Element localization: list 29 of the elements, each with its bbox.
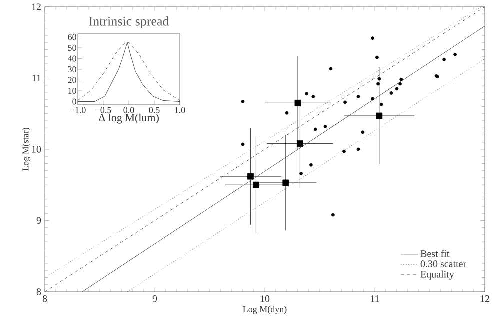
- x-tick-label: 0.0: [124, 107, 134, 114]
- y-tick-label: 40: [68, 56, 76, 62]
- legend-label: 0.30 scatter: [420, 260, 467, 268]
- y-tick-label: 11: [32, 74, 41, 82]
- y-tick-label: 10: [68, 88, 76, 94]
- x-tick-label: 12: [480, 296, 490, 302]
- x-tick-label: −1.0: [70, 107, 86, 114]
- x-axis-title: Δ log M(lum): [99, 114, 159, 124]
- y-tick-label: 20: [68, 77, 76, 84]
- y-tick-label: 10: [32, 146, 42, 153]
- y-tick-label: 9: [36, 217, 42, 224]
- legend-label: Best fit: [420, 250, 450, 258]
- y-tick-label: 50: [68, 44, 76, 52]
- legend-label: Equality: [420, 270, 454, 280]
- x-tick-label: 9: [152, 296, 158, 302]
- x-tick-label: 11: [371, 296, 380, 302]
- x-axis-title: Log M(dyn): [243, 306, 287, 314]
- y-tick-label: 8: [36, 288, 42, 296]
- y-axis-title: Log M(star): [22, 128, 31, 172]
- x-tick-label: 8: [42, 296, 48, 302]
- x-tick-label: 0.5: [149, 107, 160, 114]
- x-tick-label: 1.0: [175, 107, 186, 114]
- y-tick-label: 12: [32, 4, 41, 10]
- x-tick-label: −0.5: [96, 107, 112, 114]
- y-tick-label: 30: [68, 66, 76, 73]
- chart-title: Intrinsic spread: [89, 16, 170, 28]
- y-tick-label: 0: [72, 98, 76, 105]
- y-tick-label: 60: [68, 34, 76, 40]
- x-tick-label: 10: [260, 296, 270, 302]
